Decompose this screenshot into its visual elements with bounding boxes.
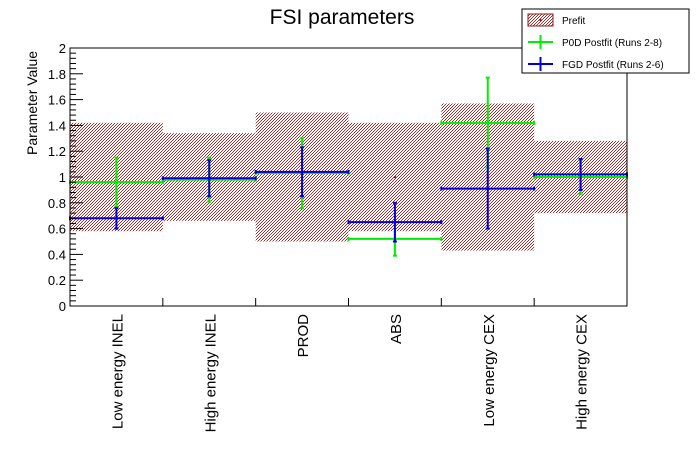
data-point: [393, 220, 397, 224]
postfit-series: [69, 76, 628, 257]
data-point: [114, 216, 118, 220]
y-tick-label: 0.8: [48, 196, 66, 211]
data-point: [207, 176, 211, 180]
legend-prefit-label: Prefit: [562, 16, 586, 27]
y-tick-label: 0: [59, 299, 66, 314]
y-tick-label: 1.6: [48, 93, 66, 108]
y-tick-label: 1: [59, 170, 66, 185]
y-axis-title: Parameter Value: [24, 51, 40, 155]
y-tick-label: 0.6: [48, 222, 66, 237]
legend: Prefit P0D Postfit (Runs 2-8) FGD Postfit …: [521, 8, 690, 74]
x-category-label: Low energy CEX: [481, 314, 498, 427]
legend-label: FGD Postfit (Runs 2-6): [562, 60, 664, 71]
y-tick-label: 1.4: [48, 118, 66, 133]
y-axis: 0 0.2 0.4 0.6 0.8 1 1.2 1.4 1.6 1.8 2: [48, 41, 83, 314]
x-category-label: PROD: [295, 314, 312, 358]
chart-title: FSI parameters: [270, 6, 415, 29]
y-tick-label: 1.8: [48, 67, 66, 82]
data-point: [486, 187, 490, 191]
series-fgd-postfit-runs-2-6: [69, 146, 628, 243]
x-category-label: Low energy INEL: [109, 314, 126, 429]
y-tick-label: 0.4: [48, 247, 66, 262]
data-point: [486, 121, 490, 125]
y-tick-label: 1.2: [48, 144, 66, 159]
prefit-bands: [70, 103, 627, 251]
x-category-label: ABS: [388, 314, 405, 344]
y-tick-label: 2: [59, 41, 66, 56]
data-point: [300, 170, 304, 174]
legend-prefit-point: [539, 19, 542, 21]
x-axis: Low energy INEL High energy INEL PROD ABS Lo…: [69, 298, 628, 432]
x-category-label: High energy INEL: [202, 314, 219, 432]
legend-label: P0D Postfit (Runs 2-8): [562, 38, 662, 49]
data-point: [114, 180, 118, 184]
data-point: [579, 172, 583, 176]
prefit-point: [393, 176, 396, 178]
y-tick-label: 0.2: [48, 273, 66, 288]
x-category-label: High energy CEX: [574, 314, 591, 430]
